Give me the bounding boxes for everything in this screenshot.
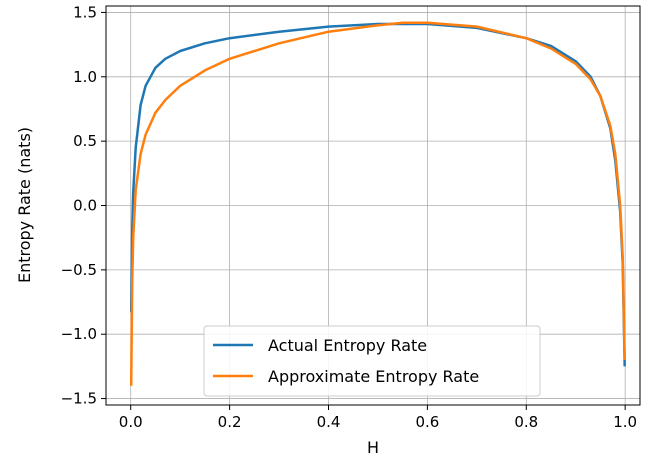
y-tick-label: 1.0 xyxy=(73,68,97,86)
x-axis-ticks: 0.0 0.2 0.4 0.6 0.8 1.0 xyxy=(119,405,637,431)
grid xyxy=(106,6,640,405)
y-tick-label: −0.5 xyxy=(61,261,97,279)
x-axis-label: H xyxy=(367,438,379,457)
legend: Actual Entropy Rate Approximate Entropy … xyxy=(203,325,541,397)
x-tick-label: 1.0 xyxy=(613,413,637,431)
series-lines xyxy=(129,21,626,386)
x-tick-label: 0.8 xyxy=(514,413,538,431)
legend-box xyxy=(203,325,541,397)
x-tick-label: 0.6 xyxy=(415,413,439,431)
y-axis-ticks: −1.5 −1.0 −0.5 0.0 0.5 1.0 1.5 xyxy=(61,3,106,408)
y-tick-label: 0.5 xyxy=(73,132,97,150)
x-tick-label: 0.2 xyxy=(218,413,242,431)
x-tick-label: 0.0 xyxy=(119,413,143,431)
y-tick-label: −1.5 xyxy=(61,390,97,408)
y-tick-label: −1.0 xyxy=(61,325,97,343)
plot-frame xyxy=(105,5,641,406)
approximate-entropy-rate-line xyxy=(129,21,626,386)
x-tick-label: 0.4 xyxy=(317,413,341,431)
legend-label-approximate: Approximate Entropy Rate xyxy=(268,367,479,386)
y-tick-label: 1.5 xyxy=(73,3,97,21)
legend-label-actual: Actual Entropy Rate xyxy=(268,336,427,355)
y-axis-label: Entropy Rate (nats) xyxy=(15,127,34,283)
y-tick-label: 0.0 xyxy=(73,197,97,215)
